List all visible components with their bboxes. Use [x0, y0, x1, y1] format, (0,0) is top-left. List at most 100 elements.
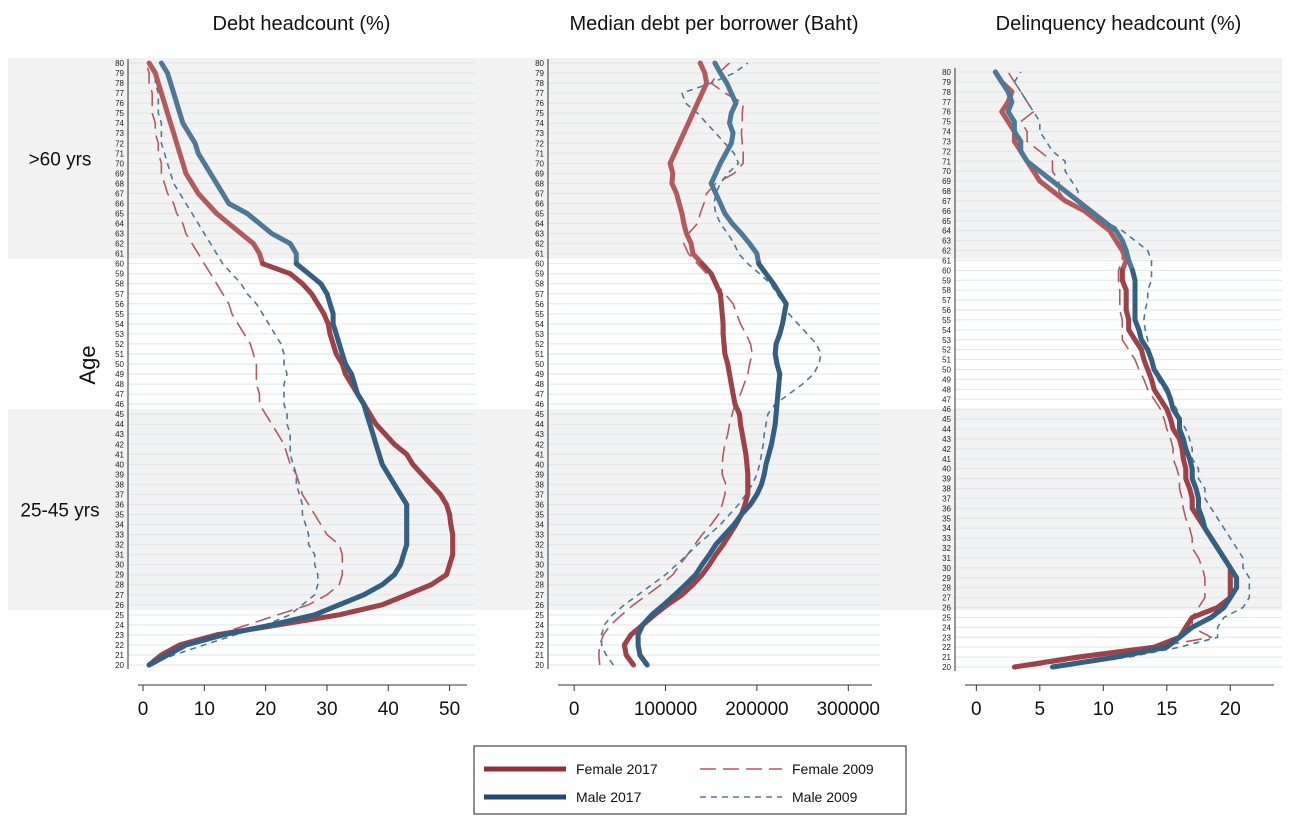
y-tick-label: 41 [535, 450, 544, 459]
x-tick-labels: 0 10 20 30 40 50 [138, 685, 460, 720]
panel-title: Debt headcount (%) [213, 13, 391, 35]
y-tick-label: 67 [115, 189, 124, 198]
y-tick-label: 53 [115, 330, 124, 339]
panel-3: 2021222324252627282930313233343536373839… [942, 13, 1282, 720]
y-tick-label: 32 [115, 541, 124, 550]
x-tick-labels: 0 100000 200000 300000 [569, 685, 880, 720]
y-tick-label: 33 [115, 531, 124, 540]
y-tick-label: 29 [115, 571, 124, 580]
y-tick-label: 65 [535, 210, 544, 219]
x-tick-label: 20 [1220, 699, 1241, 720]
y-tick-label: 30 [942, 564, 951, 573]
y-axis-title: Age [75, 345, 100, 384]
y-tick-label: 43 [942, 435, 951, 444]
legend-label-m09: Male 2009 [792, 789, 858, 805]
x-tick-label: 40 [378, 699, 399, 720]
y-tick-label: 24 [115, 621, 124, 630]
y-tick-label: 79 [942, 78, 951, 87]
y-tick-label: 42 [115, 440, 124, 449]
panel-title: Delinquency headcount (%) [996, 13, 1242, 35]
y-tick-label: 38 [115, 480, 124, 489]
age-bands: 25-45 yrs >60 yrs [8, 57, 1282, 610]
age-band-label: >60 yrs [29, 149, 92, 170]
y-tick-label: 66 [115, 199, 124, 208]
y-tick-label: 34 [942, 524, 951, 533]
y-tick-label: 26 [942, 604, 951, 613]
x-tick-label: 5 [1035, 699, 1046, 720]
y-tick-label: 27 [942, 594, 951, 603]
legend-label-f17: Female 2017 [576, 761, 658, 777]
y-tick-label: 52 [942, 346, 951, 355]
y-tick-label: 60 [942, 266, 951, 275]
y-tick-label: 36 [115, 500, 124, 509]
y-tick-label: 64 [115, 220, 124, 229]
panel-1: 2021222324252627282930313233343536373839… [115, 13, 475, 720]
y-tick-label: 52 [115, 340, 124, 349]
x-tick-label: 20 [255, 699, 276, 720]
y-tick-label: 68 [115, 179, 124, 188]
y-tick-label: 61 [535, 250, 544, 259]
y-tick-label: 77 [942, 98, 951, 107]
y-tick-label: 72 [115, 139, 124, 148]
y-tick-label: 59 [535, 270, 544, 279]
y-tick-label: 38 [535, 480, 544, 489]
y-tick-label: 24 [535, 621, 544, 630]
y-tick-label: 27 [535, 591, 544, 600]
y-tick-label: 80 [942, 68, 951, 77]
y-tick-label: 20 [115, 661, 124, 670]
y-tick-label: 55 [535, 310, 544, 319]
gridlines [128, 62, 475, 666]
y-tick-label: 57 [942, 296, 951, 305]
y-tick-label: 30 [115, 561, 124, 570]
y-tick-label: 71 [535, 149, 544, 158]
y-tick-label: 73 [115, 129, 124, 138]
x-tick-label: 0 [569, 699, 580, 720]
y-tick-label: 50 [535, 360, 544, 369]
y-tick-label: 78 [535, 79, 544, 88]
y-tick-label: 65 [115, 210, 124, 219]
y-tick-label: 65 [942, 217, 951, 226]
y-tick-label: 43 [115, 430, 124, 439]
y-tick-label: 75 [535, 109, 544, 118]
y-tick-label: 25 [115, 611, 124, 620]
y-tick-label: 47 [942, 395, 951, 404]
y-tick-label: 72 [942, 147, 951, 156]
y-tick-label: 76 [115, 99, 124, 108]
y-tick-label: 35 [942, 514, 951, 523]
y-tick-label: 40 [535, 460, 544, 469]
x-tick-label: 10 [1093, 699, 1114, 720]
y-tick-label: 76 [535, 99, 544, 108]
y-tick-labels: 2021222324252627282930313233343536373839… [942, 68, 951, 672]
y-tick-label: 31 [535, 551, 544, 560]
y-tick-label: 48 [535, 380, 544, 389]
y-tick-label: 50 [115, 360, 124, 369]
y-tick-labels: 2021222324252627282930313233343536373839… [535, 59, 544, 670]
y-tick-label: 42 [942, 445, 951, 454]
age-band-label: 25-45 yrs [20, 500, 99, 521]
legend-label-f09: Female 2009 [792, 761, 874, 777]
y-tick-label: 38 [942, 485, 951, 494]
series-line-m17-shade [635, 261, 789, 668]
y-tick-label: 44 [942, 425, 951, 434]
y-tick-label: 60 [535, 260, 544, 269]
y-tick-label: 64 [942, 227, 951, 236]
y-tick-label: 69 [942, 177, 951, 186]
y-tick-label: 34 [535, 521, 544, 530]
y-tick-label: 20 [942, 663, 951, 672]
y-tick-label: 68 [942, 187, 951, 196]
y-tick-label: 80 [535, 59, 544, 68]
y-tick-label: 39 [115, 470, 124, 479]
y-tick-label: 80 [115, 59, 124, 68]
y-tick-label: 45 [535, 410, 544, 419]
y-tick-label: 28 [942, 584, 951, 593]
y-tick-label: 71 [115, 149, 124, 158]
y-tick-label: 29 [942, 574, 951, 583]
x-tick-label: 15 [1156, 699, 1177, 720]
y-tick-label: 35 [535, 511, 544, 520]
legend-label-m17: Male 2017 [576, 789, 642, 805]
y-tick-label: 28 [115, 581, 124, 590]
y-tick-label: 40 [115, 460, 124, 469]
y-tick-label: 32 [535, 541, 544, 550]
panels: 2021222324252627282930313233343536373839… [115, 13, 1282, 720]
